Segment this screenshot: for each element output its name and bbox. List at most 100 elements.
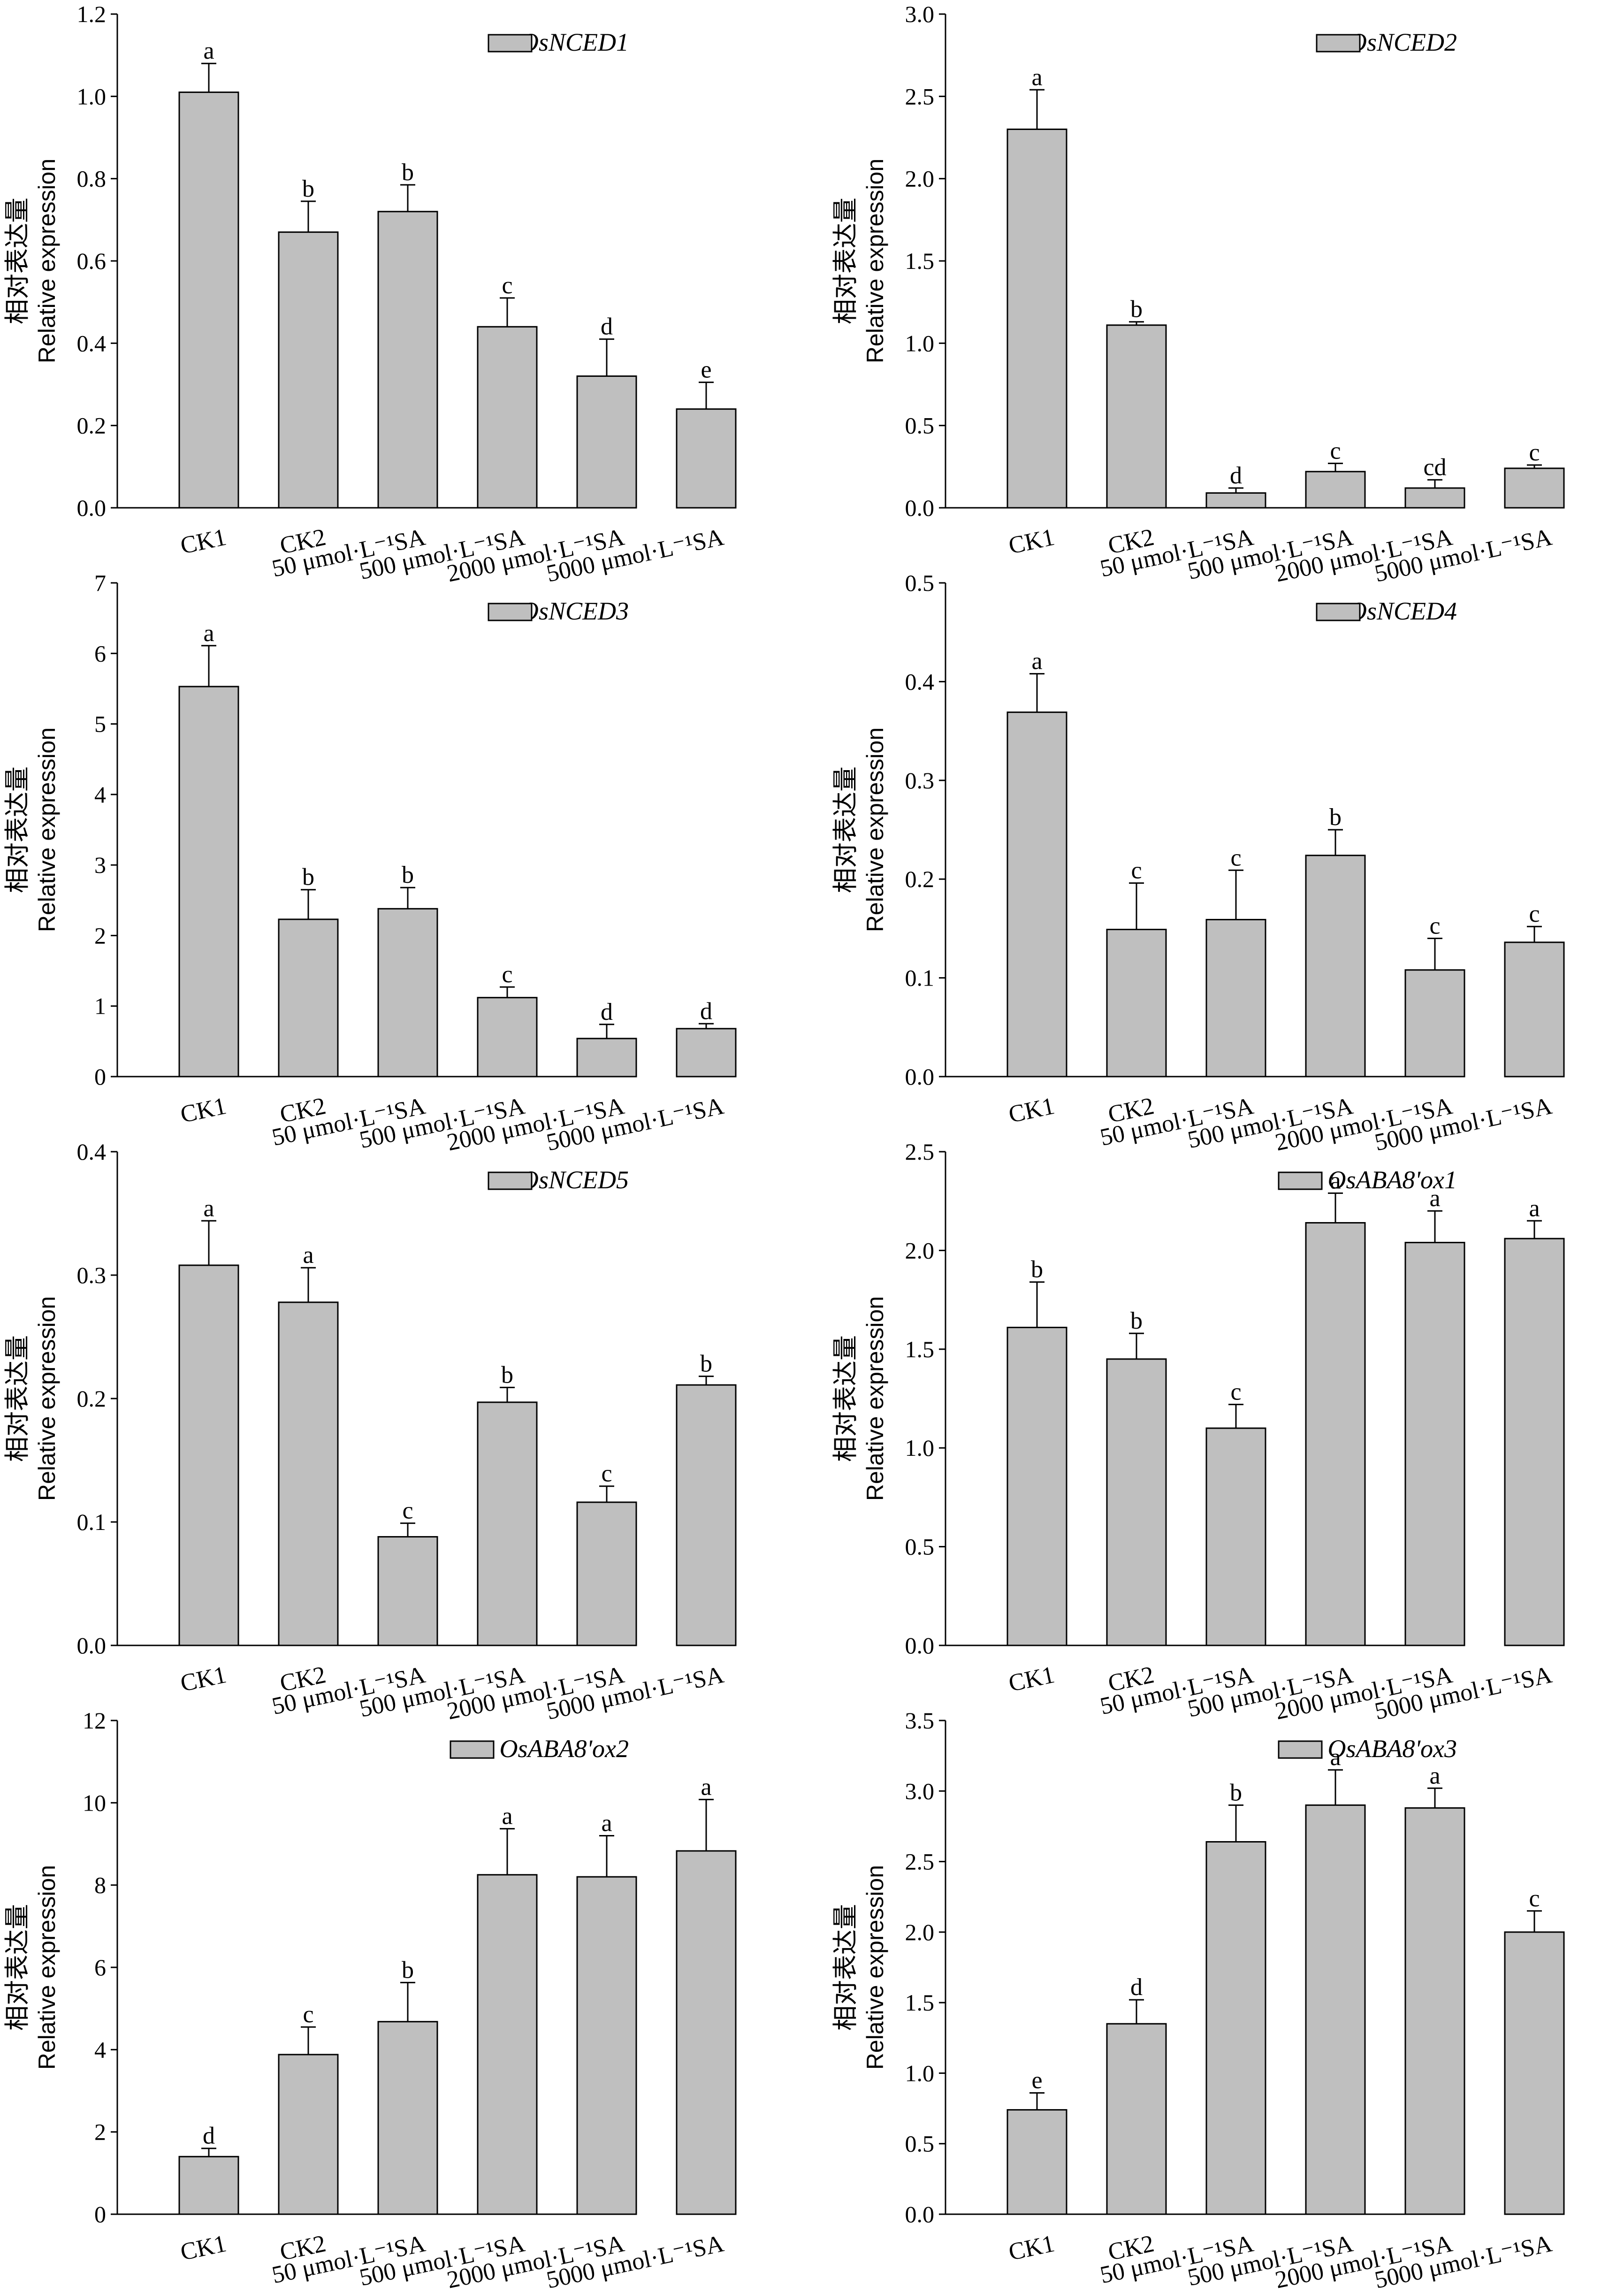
- bar-group: a: [278, 1242, 339, 1646]
- x-tick-label: 5000 μmol·L⁻¹SA: [1372, 1661, 1555, 1725]
- significance-letter: a: [1031, 64, 1042, 91]
- bar: [377, 211, 438, 509]
- bar-group: a: [1504, 1195, 1565, 1646]
- bar: [1006, 2109, 1067, 2215]
- bar-group: c: [1504, 439, 1565, 509]
- bar-group: a: [1404, 1185, 1465, 1646]
- y-tick-label: 0.6: [77, 248, 107, 274]
- bar: [1106, 324, 1167, 509]
- significance-letter: d: [1230, 462, 1242, 489]
- y-axis-title-en: Relative expression: [862, 159, 888, 363]
- y-tick-label: 0.5: [905, 413, 935, 439]
- significance-letter: c: [1330, 437, 1341, 464]
- y-tick-label: 0.0: [905, 495, 935, 521]
- bar-group: a: [676, 1774, 737, 2215]
- significance-letter: b: [1130, 296, 1143, 323]
- legend-swatch: [1316, 34, 1361, 53]
- x-tick-label: 5000 μmol·L⁻¹SA: [544, 1661, 726, 1725]
- x-tick-label: CK1: [178, 2230, 229, 2266]
- bar: [1305, 1222, 1366, 1646]
- significance-letter: b: [1031, 1256, 1043, 1283]
- y-axis-title-en: Relative expression: [34, 1296, 60, 1501]
- bar: [377, 2021, 438, 2215]
- significance-letter: c: [1529, 901, 1540, 927]
- y-tick-label: 3.0: [905, 1, 935, 27]
- bar: [477, 326, 538, 509]
- bar-group: c: [1205, 844, 1266, 1078]
- y-tick-label: 1.2: [77, 1, 107, 27]
- y-tick-label: 0: [94, 1063, 106, 1090]
- significance-letter: c: [1230, 1379, 1241, 1406]
- significance-letter: c: [303, 2001, 313, 2028]
- significance-letter: d: [601, 999, 613, 1025]
- bar: [1205, 1841, 1266, 2215]
- bar-group: d: [676, 998, 737, 1078]
- y-tick-label: 0.5: [905, 570, 935, 596]
- bar-group: b: [676, 1351, 737, 1646]
- significance-letter: c: [1529, 1885, 1540, 1912]
- bar: [676, 1850, 737, 2215]
- bar: [278, 231, 339, 509]
- bar-group: b: [1106, 296, 1167, 509]
- y-tick-label: 0.0: [905, 1632, 935, 1659]
- y-tick-label: 5: [94, 711, 106, 737]
- bar-group: a: [178, 620, 239, 1078]
- y-axis-title-cn: 相对表达量: [2, 198, 32, 324]
- y-tick-label: 3: [94, 852, 106, 878]
- bar-group: c: [477, 961, 538, 1078]
- bar-group: c: [1305, 437, 1366, 509]
- bar-group: a: [1006, 648, 1067, 1078]
- bar: [278, 1301, 339, 1646]
- bar-group: c: [1106, 857, 1167, 1078]
- x-tick-label: 5000 μmol·L⁻¹SA: [1372, 1093, 1555, 1156]
- y-tick-label: 0.2: [905, 866, 935, 892]
- x-tick-label: CK1: [1006, 1661, 1057, 1697]
- bar-group: b: [377, 1957, 438, 2215]
- significance-letter: b: [402, 862, 414, 888]
- y-axis-title-cn: 相对表达量: [2, 1335, 32, 1462]
- y-tick-label: 0.5: [905, 1534, 935, 1560]
- significance-letter: c: [1230, 844, 1241, 871]
- x-tick-label: CK1: [178, 1661, 229, 1697]
- bar: [1404, 969, 1465, 1078]
- bar-group: b: [1106, 1308, 1167, 1646]
- bar-group: c: [1504, 901, 1565, 1078]
- x-tick-label: CK1: [1006, 1093, 1057, 1128]
- bar: [576, 1501, 637, 1646]
- y-tick-label: 6: [94, 640, 106, 666]
- bar-group: d: [1106, 1974, 1167, 2215]
- bar: [1006, 1327, 1067, 1646]
- bar-group: a: [1404, 1762, 1465, 2215]
- y-axis-title-en: Relative expression: [862, 727, 888, 932]
- significance-letter: e: [1031, 2067, 1042, 2094]
- y-tick-label: 1.5: [905, 1989, 935, 2016]
- bar-group: a: [1305, 1744, 1366, 2215]
- x-tick-label: 5000 μmol·L⁻¹SA: [1372, 2230, 1555, 2294]
- legend-swatch: [488, 34, 533, 53]
- y-axis-title-cn: 相对表达量: [831, 198, 860, 324]
- bar: [676, 408, 737, 509]
- bar-group: e: [676, 357, 737, 509]
- bar: [178, 2156, 239, 2215]
- bar: [178, 92, 239, 509]
- bar-group: a: [1006, 64, 1067, 509]
- y-axis-title-en: Relative expression: [862, 1296, 888, 1501]
- y-tick-label: 0.0: [905, 1063, 935, 1090]
- bar: [477, 1874, 538, 2215]
- y-tick-label: 12: [83, 1707, 106, 1734]
- y-tick-label: 0.2: [77, 1385, 107, 1412]
- bar: [377, 1536, 438, 1646]
- x-tick-label: CK1: [1006, 2230, 1057, 2266]
- x-tick-label: CK1: [178, 1093, 229, 1128]
- bar-group: b: [377, 862, 438, 1078]
- y-tick-label: 0.5: [905, 2131, 935, 2157]
- bar-group: c: [576, 1461, 637, 1646]
- bar: [1404, 1807, 1465, 2215]
- bar: [1305, 471, 1366, 509]
- legend-swatch: [488, 1171, 533, 1190]
- significance-letter: a: [203, 1195, 214, 1222]
- bar-group: b: [377, 159, 438, 509]
